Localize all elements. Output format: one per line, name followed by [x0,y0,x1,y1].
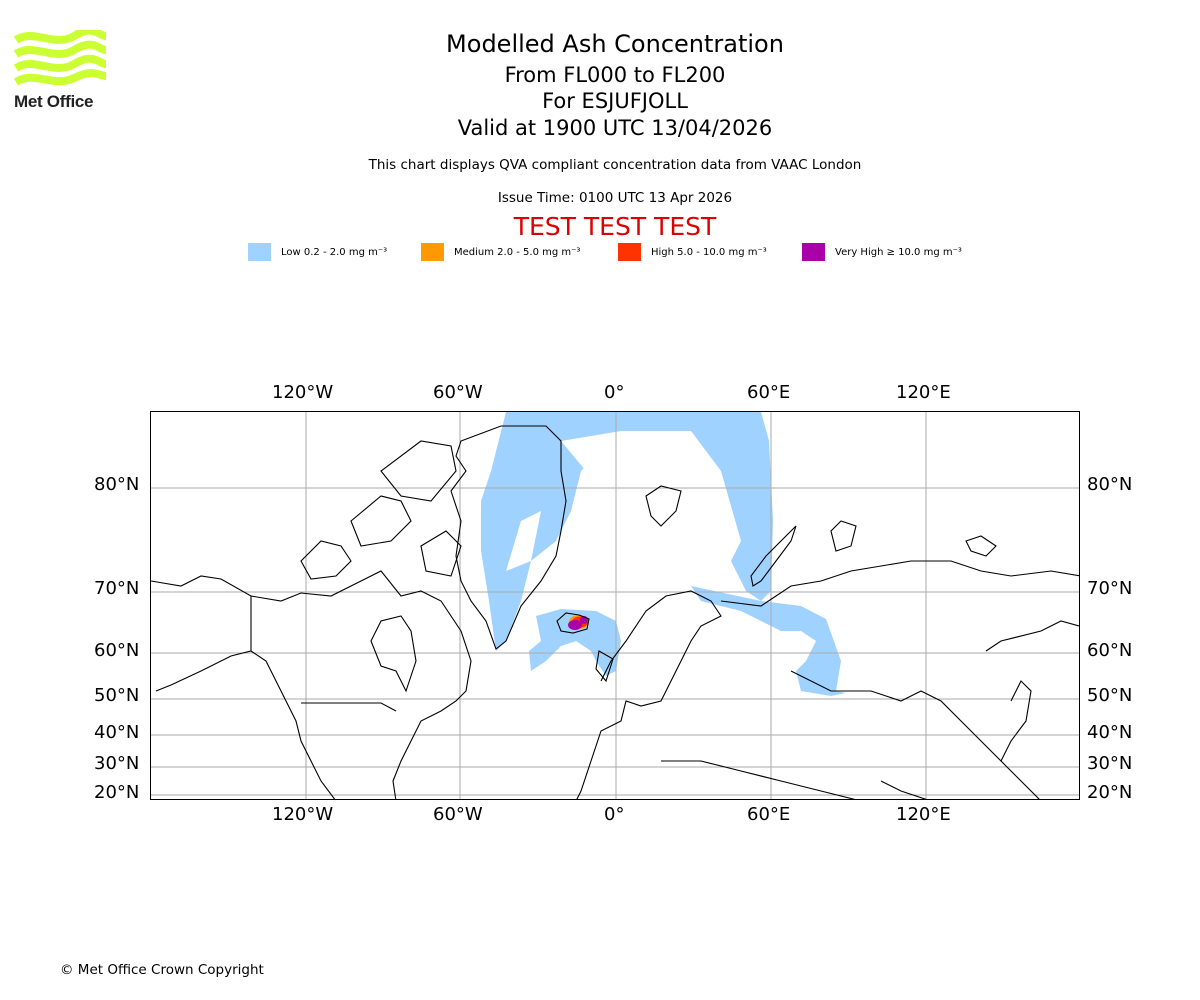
lat-tick-left: 40°N [94,722,140,743]
map-canvas [151,412,1079,799]
lat-tick-right: 30°N [1087,753,1133,774]
lat-tick-left: 80°N [94,474,140,495]
logo-text: Met Office [14,92,94,111]
lat-tick-left: 70°N [94,578,140,599]
lat-tick-right: 80°N [1087,474,1133,495]
ash-very-high [568,620,582,630]
lat-tick-right: 40°N [1087,722,1133,743]
legend-swatch-low [248,243,271,261]
lon-tick-bottom: 120°E [896,804,951,825]
lat-tick-left: 30°N [94,753,140,774]
lon-tick-top: 60°E [747,382,791,403]
graticule [151,412,1079,799]
chart-subtitle: This chart displays QVA compliant concen… [368,157,862,173]
legend-item-very-high: Very High ≥ 10.0 mg m⁻³ [802,243,962,261]
volcano-name: For ESJUFJOLL [542,89,688,113]
met-office-wave-icon [13,26,107,86]
lon-tick-bottom: 0° [604,804,625,825]
lon-tick-bottom: 120°W [272,804,334,825]
lat-tick-right: 60°N [1087,640,1133,661]
legend-label: High 5.0 - 10.0 mg m⁻³ [651,246,767,258]
valid-time: Valid at 1900 UTC 13/04/2026 [457,116,773,140]
lon-tick-bottom: 60°E [747,804,791,825]
legend-swatch-very-high [802,243,825,261]
legend-item-high: High 5.0 - 10.0 mg m⁻³ [618,243,767,261]
chart-title: Modelled Ash Concentration [446,30,784,58]
ash-concentration-map[interactable] [150,411,1080,800]
legend-label: Medium 2.0 - 5.0 mg m⁻³ [454,246,581,258]
legend-item-low: Low 0.2 - 2.0 mg m⁻³ [248,243,387,261]
lat-tick-left: 20°N [94,782,140,803]
flight-level-range: From FL000 to FL200 [504,63,726,87]
lon-tick-top: 120°E [896,382,951,403]
lon-tick-bottom: 60°W [433,804,483,825]
legend-item-medium: Medium 2.0 - 5.0 mg m⁻³ [421,243,580,261]
lon-tick-top: 120°W [272,382,334,403]
legend-label: Low 0.2 - 2.0 mg m⁻³ [281,246,388,258]
met-office-logo: Met Office [13,26,107,112]
lat-tick-right: 50°N [1087,685,1133,706]
copyright-footer: © Met Office Crown Copyright [60,962,264,978]
lat-tick-right: 20°N [1087,782,1133,803]
test-banner: TEST TEST TEST [513,212,717,241]
lon-tick-top: 60°W [433,382,483,403]
issue-time: Issue Time: 0100 UTC 13 Apr 2026 [497,190,733,206]
legend-swatch-high [618,243,641,261]
legend-label: Very High ≥ 10.0 mg m⁻³ [835,246,962,258]
coastlines [151,425,1079,799]
lon-tick-top: 0° [604,382,625,403]
lat-tick-right: 70°N [1087,578,1133,599]
lat-tick-left: 60°N [94,640,140,661]
lat-tick-left: 50°N [94,685,140,706]
legend-swatch-medium [421,243,444,261]
